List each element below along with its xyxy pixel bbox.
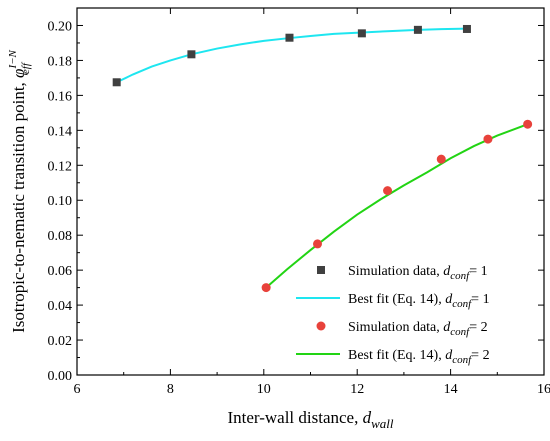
legend-entry-value: = 2 xyxy=(471,348,489,363)
y-tick-label: 0.16 xyxy=(48,89,73,104)
legend-entry-value: = 1 xyxy=(471,292,489,307)
legend-entry-label: Simulation data, dconf= 1 xyxy=(348,264,488,282)
y-tick-label: 0.12 xyxy=(48,159,73,174)
data-point-square xyxy=(285,33,294,42)
legend-entry-symbol: d xyxy=(443,264,451,279)
y-axis-label-superscript: I−N xyxy=(7,49,19,69)
legend-entry-text: Simulation data, xyxy=(348,264,443,279)
x-axis-label-subscript: wall xyxy=(371,416,394,431)
data-point-circle xyxy=(523,119,533,129)
y-tick-label: 0.14 xyxy=(48,124,73,139)
y-axis-label: Isotropic-to-nematic transition point, φ… xyxy=(7,49,32,332)
legend-entry-subscript: conf xyxy=(452,298,473,310)
y-tick-label: 0.04 xyxy=(48,299,73,314)
legend-entry-label: Simulation data, dconf= 2 xyxy=(348,320,488,338)
legend-entry-symbol: d xyxy=(445,348,453,363)
x-axis-label-symbol: d xyxy=(363,408,372,427)
x-tick-label: 12 xyxy=(350,382,364,397)
x-axis-label: Inter-wall distance, dwall xyxy=(227,408,393,431)
y-tick-label: 0.00 xyxy=(48,369,73,384)
legend-entry-symbol: d xyxy=(443,320,451,335)
data-point-circle xyxy=(436,154,446,164)
legend-entry-subscript: conf xyxy=(450,326,471,338)
legend-marker-square xyxy=(317,266,325,274)
y-tick-label: 0.10 xyxy=(48,194,73,209)
y-tick-label: 0.08 xyxy=(48,229,73,244)
legend-entry-value: = 1 xyxy=(469,264,487,279)
legend-entry-value: = 2 xyxy=(469,320,487,335)
legend-entry-text: Best fit (Eq. 14), xyxy=(348,292,445,307)
x-tick-label: 14 xyxy=(444,382,458,397)
y-tick-label: 0.18 xyxy=(48,54,73,69)
x-tick-label: 10 xyxy=(257,382,271,397)
data-point-square xyxy=(462,24,471,33)
y-tick-label: 0.06 xyxy=(48,264,73,279)
data-point-square xyxy=(187,50,196,59)
x-axis-label-text: Inter-wall distance, xyxy=(227,408,362,427)
data-point-square xyxy=(112,78,121,87)
series-line-3 xyxy=(265,123,529,289)
x-tick-label: 16 xyxy=(537,382,550,397)
y-axis-label-symbol: φ xyxy=(9,69,28,78)
legend-entry-label: Best fit (Eq. 14), dconf= 1 xyxy=(348,292,490,310)
y-tick-label: 0.02 xyxy=(48,334,73,349)
data-point-circle xyxy=(313,239,323,249)
data-point-circle xyxy=(483,134,493,144)
y-axis-label-text: Isotropic-to-nematic transition point, xyxy=(9,78,28,333)
legend-entry-subscript: conf xyxy=(452,354,473,366)
data-point-circle xyxy=(261,283,271,293)
data-point-circle xyxy=(383,186,393,196)
legend-entry-text: Best fit (Eq. 14), xyxy=(348,348,445,363)
legend-marker-circle xyxy=(316,321,326,331)
series-line-1 xyxy=(116,27,467,84)
legend-entry-label: Best fit (Eq. 14), dconf= 2 xyxy=(348,348,490,366)
x-tick-label: 6 xyxy=(74,382,81,397)
y-tick-label: 0.20 xyxy=(48,19,73,34)
x-tick-label: 8 xyxy=(167,382,174,397)
data-point-square xyxy=(413,25,422,34)
data-point-square xyxy=(357,29,366,38)
legend-entry-text: Simulation data, xyxy=(348,320,443,335)
legend-entry-symbol: d xyxy=(445,292,453,307)
y-axis-label-subscript: eff xyxy=(20,61,32,74)
legend-entry-subscript: conf xyxy=(450,270,471,282)
